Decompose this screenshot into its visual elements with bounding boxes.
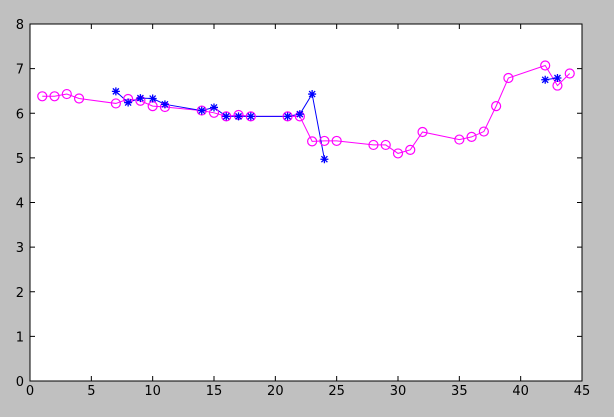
y-tick-label: 6 (16, 107, 24, 122)
magenta-circle-point (405, 144, 416, 155)
y-tick-label: 4 (16, 197, 24, 212)
magenta-circle-point (245, 111, 256, 122)
magenta-circle-point (368, 139, 379, 151)
magenta-circle-point (307, 136, 318, 147)
blue-star-point (210, 103, 218, 112)
blue-star-point (553, 73, 562, 82)
blue-star-point (283, 112, 292, 121)
x-tick-label: 25 (328, 384, 345, 399)
magenta-circle-point (466, 131, 477, 143)
magenta-circle-point (319, 135, 330, 147)
blue-star-point (148, 94, 157, 103)
magenta-circle-point (49, 91, 60, 102)
y-tick-label: 3 (16, 241, 24, 256)
blue-star-point (124, 98, 133, 107)
x-tick-label: 45 (574, 384, 591, 399)
magenta-circle-point (73, 93, 85, 104)
x-tick-label: 15 (206, 384, 223, 399)
magenta-circle-point (564, 68, 575, 79)
y-tick-label: 2 (16, 286, 24, 301)
x-tick-label: 30 (390, 384, 407, 399)
blue-star-point (197, 106, 206, 115)
blue-star-point (246, 112, 255, 121)
magenta-circle-point (392, 148, 404, 159)
magenta-circle-point (478, 126, 489, 137)
y-tick-label: 7 (16, 63, 24, 78)
blue-star-point (234, 112, 243, 121)
magenta-circle-point (282, 111, 293, 122)
blue-star-point (222, 112, 231, 121)
magenta-circle-point (110, 98, 121, 109)
magenta-circle-point (454, 134, 465, 145)
plot-area (29, 23, 583, 382)
magenta-circle-point (37, 91, 48, 102)
y-tick-label: 5 (16, 152, 24, 167)
x-tick-label: 35 (451, 384, 468, 399)
y-tick-label: 1 (16, 330, 24, 345)
blue-star-point (136, 94, 145, 103)
magenta-circle-point (221, 111, 232, 122)
blue-star-point (160, 100, 169, 109)
blue-star-point (111, 87, 120, 96)
magenta-circle-series-line (42, 64, 571, 154)
magenta-circle-point (331, 135, 342, 147)
magenta-circle-point (196, 105, 207, 116)
x-tick-label: 5 (87, 384, 95, 399)
y-tick-label: 0 (16, 375, 24, 390)
magenta-circle-point (503, 72, 514, 84)
y-tick-label: 8 (16, 18, 24, 33)
magenta-circle-point (417, 126, 428, 138)
x-tick-label: 20 (267, 384, 284, 399)
magenta-circle-point (540, 60, 551, 71)
blue-star-point (320, 155, 329, 164)
magenta-circle-point (491, 101, 502, 112)
magenta-circle-point (61, 88, 72, 100)
blue-star-point (295, 110, 304, 119)
blue-star-point (541, 75, 550, 84)
x-tick-label: 40 (512, 384, 529, 399)
magenta-circle-point (380, 139, 391, 151)
x-tick-label: 0 (26, 384, 34, 399)
blue-star-point (308, 90, 317, 99)
x-tick-label: 10 (144, 384, 161, 399)
